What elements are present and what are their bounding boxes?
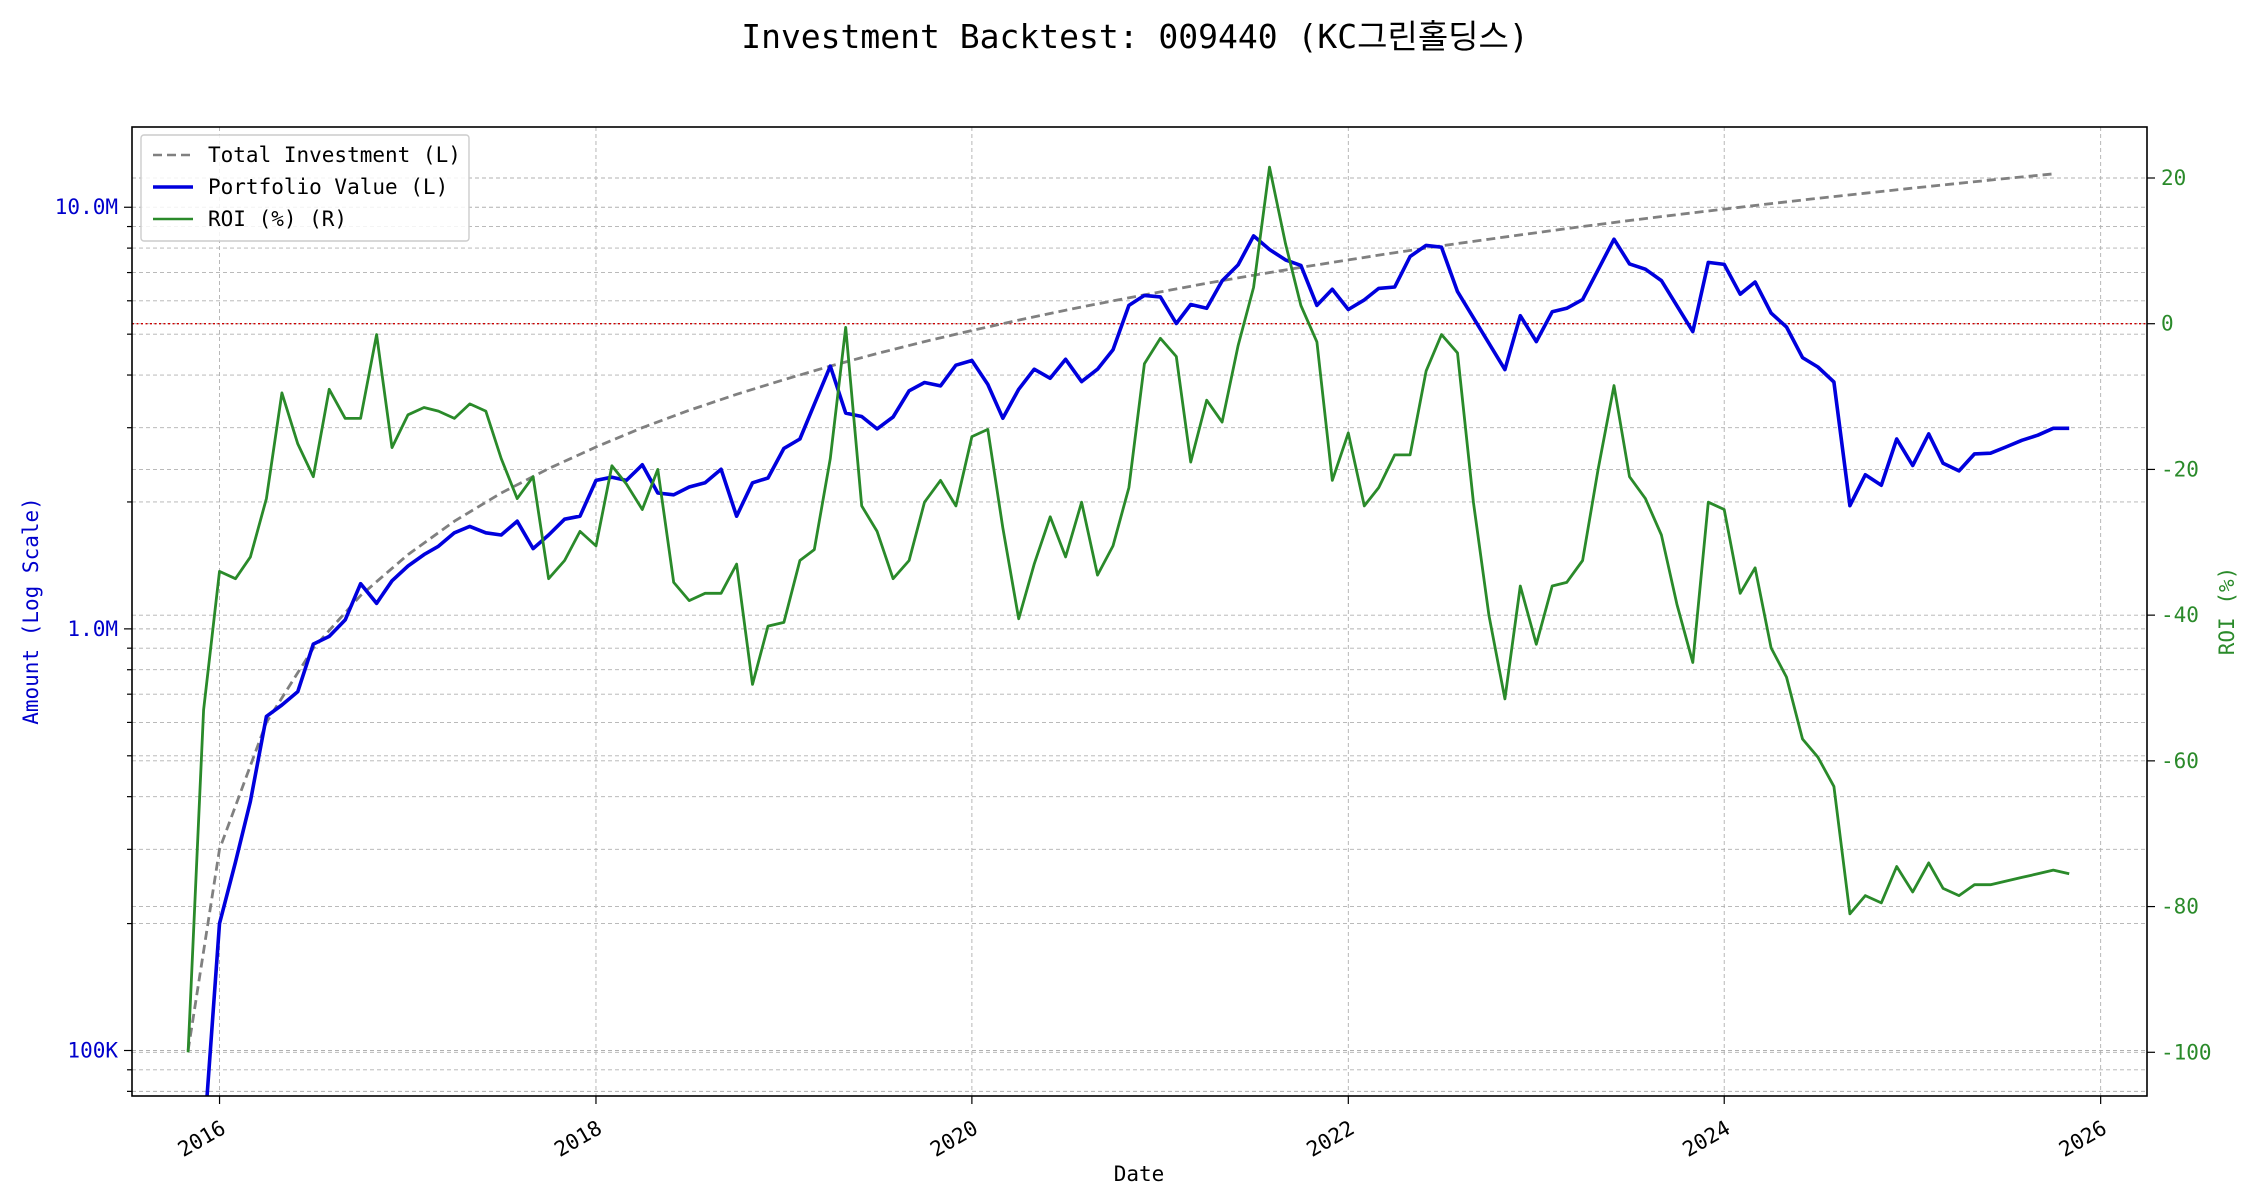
series-layer bbox=[132, 165, 2147, 1096]
y-right-tick-label: -40 bbox=[2161, 603, 2199, 627]
x-tick-label: 2026 bbox=[2055, 1116, 2111, 1162]
x-axis-label: Date bbox=[1114, 1162, 1165, 1186]
legend-label-portfolio-value: Portfolio Value (L) bbox=[208, 175, 448, 199]
y-left-tick-label: 100K bbox=[67, 1039, 118, 1063]
y-right-tick-label: -20 bbox=[2161, 457, 2199, 481]
y-right-tick-label: -60 bbox=[2161, 749, 2199, 773]
legend: Total Investment (L) Portfolio Value (L)… bbox=[140, 134, 470, 242]
y-left-tick-label: 1.0M bbox=[67, 617, 118, 641]
grid-layer bbox=[132, 127, 2147, 1096]
y-left-tick-label: 10.0M bbox=[55, 195, 118, 219]
x-tick-label: 2024 bbox=[1678, 1116, 1734, 1162]
chart-title: Investment Backtest: 009440 (KC그린홀딩스) bbox=[741, 17, 1529, 56]
y-left-axis-label: Amount (Log Scale) bbox=[19, 497, 43, 725]
legend-box bbox=[140, 134, 470, 242]
y-right-tick-label: -100 bbox=[2161, 1040, 2212, 1064]
series-total-investment-line bbox=[186, 172, 2054, 1051]
y-right-axis-label: ROI (%) bbox=[2215, 567, 2239, 656]
series-roi-line bbox=[186, 165, 2070, 1053]
y-right-tick-label: 20 bbox=[2161, 166, 2186, 190]
axis-layer: 20 0 -20 -40 -60 -80 -100 2016 2018 2020 2022 2024 2… bbox=[55, 166, 2212, 1162]
legend-label-roi: ROI (%) (R) bbox=[208, 207, 347, 231]
series-portfolio-value-line bbox=[205, 234, 2070, 1096]
y-right-tick-label: -80 bbox=[2161, 895, 2199, 919]
x-tick-label: 2018 bbox=[550, 1116, 606, 1162]
x-tick-label: 2016 bbox=[174, 1116, 230, 1162]
x-tick-label: 2020 bbox=[926, 1116, 982, 1162]
y-right-tick-label: 0 bbox=[2161, 312, 2174, 336]
plot-frame bbox=[131, 126, 2148, 1097]
legend-label-total-investment: Total Investment (L) bbox=[208, 143, 461, 167]
x-tick-label: 2022 bbox=[1303, 1116, 1359, 1162]
